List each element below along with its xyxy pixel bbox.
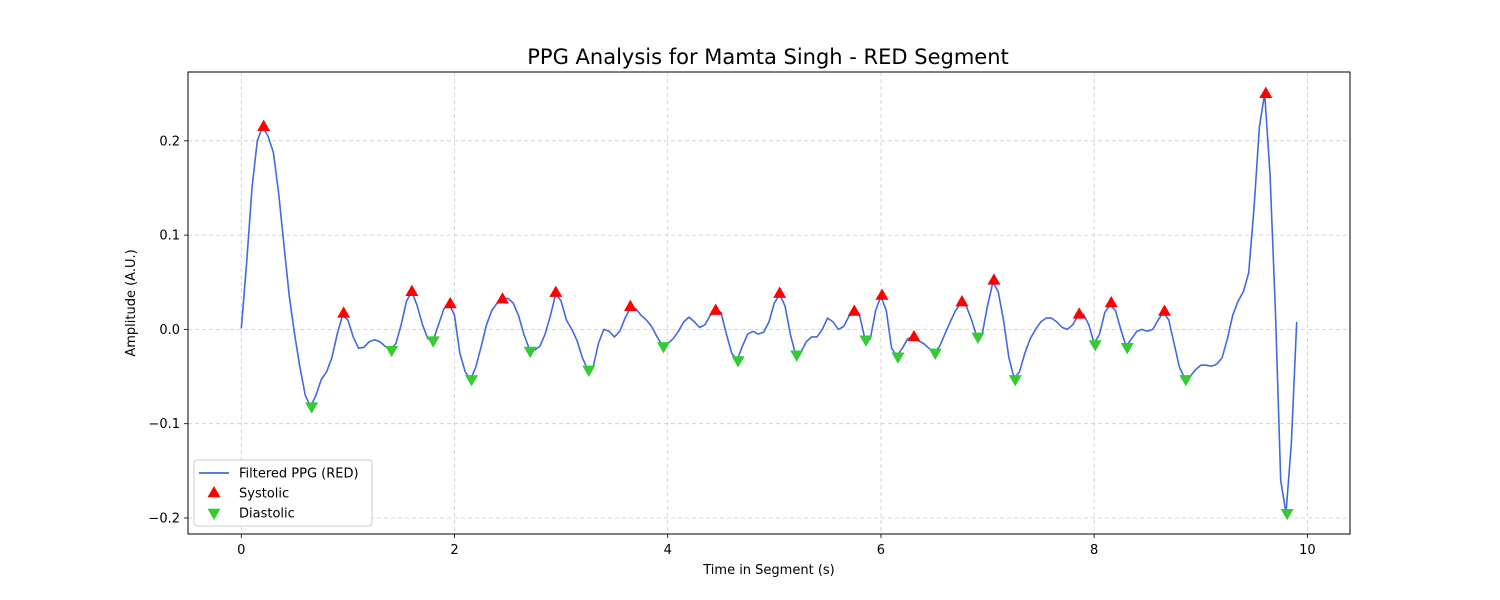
systolic-marker <box>773 286 787 298</box>
systolic-marker <box>623 299 637 312</box>
y-axis-label: Amplitude (A.U.) <box>124 249 139 356</box>
systolic-marker <box>495 292 509 304</box>
y-tick-label: −0.1 <box>148 417 180 432</box>
plot-area <box>240 86 1298 521</box>
legend-entry-label: Systolic <box>239 487 289 502</box>
legend-box <box>193 459 373 527</box>
systolic-marker <box>847 304 861 316</box>
systolic-marker <box>1104 295 1118 308</box>
systolic-marker <box>709 303 723 315</box>
plot-frame <box>187 71 1351 535</box>
systolic-marker <box>405 284 419 296</box>
diastolic-marker <box>523 346 537 359</box>
diastolic-marker <box>656 342 670 354</box>
x-tick-label: 8 <box>1090 543 1098 558</box>
y-tick-label: 0.1 <box>159 229 180 244</box>
legend-swatch-marker <box>207 485 221 498</box>
diastolic-marker <box>928 348 942 360</box>
x-tick-label: 6 <box>877 543 885 558</box>
x-tick-label: 10 <box>1299 543 1316 558</box>
diastolic-marker <box>790 350 804 362</box>
systolic-marker <box>955 295 969 307</box>
x-axis-label: Time in Segment (s) <box>702 563 834 578</box>
diastolic-marker <box>305 402 319 414</box>
diastolic-marker <box>1120 343 1134 355</box>
legend: Filtered PPG (RED) Systolic Diastolic <box>193 459 373 527</box>
chart-title: PPG Analysis for Mamta Singh - RED Segme… <box>527 45 1009 69</box>
diastolic-marker <box>465 375 479 387</box>
series-line-filtered-ppg <box>240 92 1298 515</box>
x-tick-label: 2 <box>450 543 458 558</box>
systolic-marker <box>257 119 271 131</box>
x-tick-label: 0 <box>237 543 245 558</box>
systolic-marker <box>337 306 351 318</box>
diastolic-marker <box>1088 340 1102 352</box>
diastolic-marker <box>1008 375 1022 387</box>
legend-entry-label: Filtered PPG (RED) <box>239 467 359 482</box>
diastolic-marker <box>385 345 399 358</box>
y-tick-label: 0.0 <box>159 323 180 338</box>
diastolic-marker <box>971 332 985 344</box>
systolic-marker <box>1072 307 1086 319</box>
x-axis-ticks: 0 2 4 6 8 10 <box>237 534 1316 558</box>
diastolic-marker <box>582 365 596 377</box>
diastolic-marker <box>731 356 745 368</box>
legend-swatch-marker <box>207 508 221 521</box>
x-tick-label: 4 <box>664 543 672 558</box>
y-tick-label: 0.2 <box>159 134 180 149</box>
legend-entry-label: Diastolic <box>239 507 295 522</box>
y-tick-label: −0.2 <box>148 511 180 526</box>
systolic-marker <box>907 329 921 342</box>
systolic-marker <box>1158 304 1172 316</box>
diastolic-marker <box>859 335 873 347</box>
diastolic-marker <box>1280 508 1294 521</box>
y-axis-ticks: −0.2 −0.1 0.0 0.1 0.2 <box>148 134 188 526</box>
systolic-marker <box>875 288 889 300</box>
systolic-marker <box>549 285 563 297</box>
grid-lines <box>188 72 1350 534</box>
systolic-marker <box>443 296 457 309</box>
diastolic-marker <box>1179 375 1193 387</box>
systolic-marker <box>987 273 1001 285</box>
systolic-marker <box>1259 86 1273 98</box>
diastolic-marker <box>426 336 440 348</box>
diastolic-marker <box>891 352 905 364</box>
